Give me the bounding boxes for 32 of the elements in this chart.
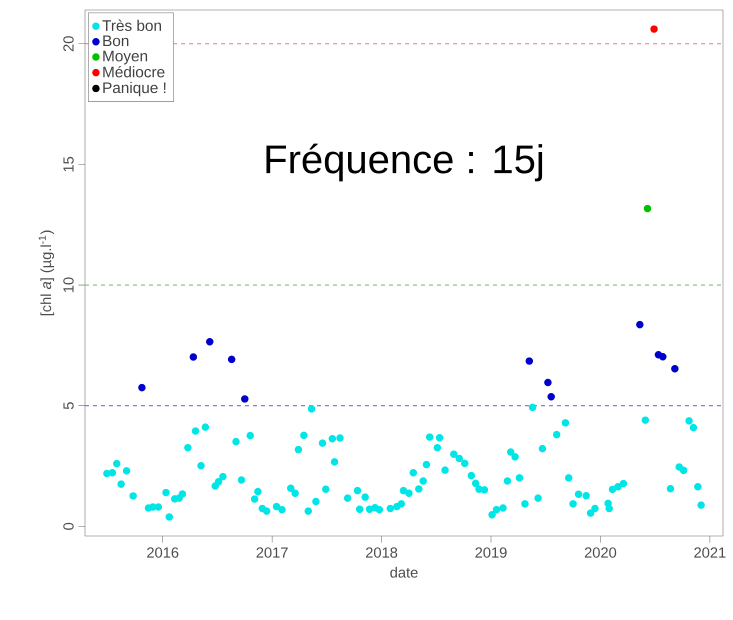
legend-label: Panique ! <box>103 82 166 96</box>
point <box>206 338 214 346</box>
point <box>190 353 198 361</box>
legend-label: Moyen <box>103 50 148 64</box>
x-tick-label: 2018 <box>366 547 398 558</box>
legend-label: Très bon <box>102 20 161 31</box>
y-tick-label: 0 <box>63 522 74 530</box>
point <box>644 204 652 212</box>
y-tick-label: 20 <box>63 36 74 52</box>
y-tick-label: 10 <box>63 277 74 292</box>
y-axis-title: [chl a] (µg.l$^{-1}$) <box>38 230 54 316</box>
x-tick-label: 2017 <box>256 547 288 558</box>
point <box>241 395 249 403</box>
legend-label: Médiocre <box>103 66 164 78</box>
point <box>138 384 146 392</box>
x-tick-label: 2020 <box>584 547 616 558</box>
y-tick-label: 15 <box>63 156 74 172</box>
point <box>659 352 667 360</box>
point <box>228 356 236 364</box>
legend-label: Bon <box>103 36 128 46</box>
x-axis-title: date <box>390 566 418 578</box>
point <box>671 365 679 373</box>
point <box>636 320 644 328</box>
point <box>544 378 552 386</box>
x-tick-label: 2019 <box>475 547 507 558</box>
annotation: Fréquence : 15j <box>266 144 542 182</box>
x-tick-label: 2016 <box>147 547 178 558</box>
point <box>526 357 534 365</box>
x-tick-label: 2021 <box>694 547 726 558</box>
y-tick-label: 5 <box>63 402 74 410</box>
point <box>547 393 555 400</box>
point <box>650 25 658 33</box>
